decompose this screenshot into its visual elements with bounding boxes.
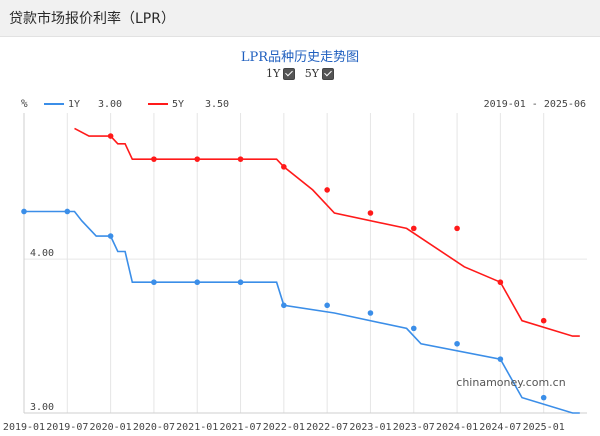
- x-tick-label: 2021-07: [219, 422, 261, 433]
- toggle-5y-checkbox[interactable]: [322, 67, 335, 80]
- chart-title: LPR品种历史走势图: [240, 50, 360, 65]
- toggle-1y[interactable]: 1Y: [265, 67, 296, 80]
- legend-1y-value: 3.00: [98, 99, 122, 110]
- page-header: 贷款市场报价利率（LPR）: [0, 0, 600, 37]
- data-point-5y[interactable]: [281, 164, 287, 170]
- data-point-1y[interactable]: [281, 302, 287, 309]
- y-tick-label: 4.00: [30, 248, 54, 259]
- x-tick-label: 2020-01: [90, 422, 132, 433]
- data-point-1y[interactable]: [454, 340, 460, 347]
- data-point-5y[interactable]: [324, 187, 330, 193]
- data-point-1y[interactable]: [151, 279, 157, 286]
- data-point-1y[interactable]: [21, 208, 27, 215]
- legend-5y-label: 5Y: [172, 99, 184, 110]
- data-point-1y[interactable]: [194, 279, 201, 286]
- data-point-1y[interactable]: [410, 325, 417, 332]
- data-point-1y[interactable]: [497, 356, 504, 362]
- x-tick-label: 2020-07: [133, 422, 175, 433]
- x-tick-label: 2023-01: [349, 422, 391, 433]
- data-point-1y[interactable]: [367, 310, 374, 316]
- data-point-1y[interactable]: [107, 233, 114, 239]
- page-title: 贷款市场报价利率（LPR）: [9, 11, 175, 27]
- x-tick-label: 2025-01: [523, 422, 565, 433]
- data-point-1y[interactable]: [237, 279, 244, 286]
- series-line-5y: [74, 127, 580, 337]
- series-line-1y: [24, 210, 580, 414]
- data-point-1y[interactable]: [540, 394, 547, 401]
- x-tick-label: 2024-07: [479, 422, 521, 433]
- watermark: chinamoney.com.cn: [456, 376, 565, 389]
- toggle-5y[interactable]: 5Y: [304, 67, 335, 80]
- toggle-1y-checkbox[interactable]: [283, 67, 296, 80]
- data-point-1y[interactable]: [324, 302, 330, 309]
- series-toggles: 1Y 5Y: [0, 67, 600, 80]
- data-point-5y[interactable]: [454, 225, 460, 232]
- data-point-5y[interactable]: [237, 156, 244, 162]
- date-range: 2019-01 - 2025-06: [484, 99, 586, 110]
- x-tick-label: 2019-07: [46, 422, 88, 433]
- toggle-1y-label: 1Y: [265, 67, 281, 80]
- y-tick-label: 3.00: [30, 402, 54, 413]
- toggle-5y-label: 5Y: [304, 67, 320, 80]
- y-unit-label: %: [21, 97, 28, 110]
- x-tick-label: 2021-01: [176, 422, 218, 433]
- data-point-5y[interactable]: [367, 210, 374, 216]
- data-point-5y[interactable]: [410, 225, 417, 232]
- data-point-5y[interactable]: [151, 156, 157, 162]
- data-point-5y[interactable]: [194, 156, 201, 162]
- data-point-5y[interactable]: [107, 133, 114, 139]
- legend-1y-label: 1Y: [68, 99, 80, 110]
- data-point-5y[interactable]: [497, 279, 504, 286]
- x-tick-label: 2019-01: [3, 422, 45, 433]
- legend-5y[interactable]: 5Y 3.50: [148, 99, 229, 110]
- x-tick-label: 2023-07: [393, 422, 435, 433]
- legend-5y-value: 3.50: [205, 99, 229, 110]
- legend-1y[interactable]: 1Y 3.00: [44, 99, 122, 110]
- data-point-5y[interactable]: [540, 317, 547, 324]
- x-tick-label: 2022-07: [306, 422, 348, 433]
- x-tick-label: 2024-01: [436, 422, 478, 433]
- data-point-1y[interactable]: [64, 208, 71, 215]
- x-tick-label: 2022-01: [263, 422, 305, 433]
